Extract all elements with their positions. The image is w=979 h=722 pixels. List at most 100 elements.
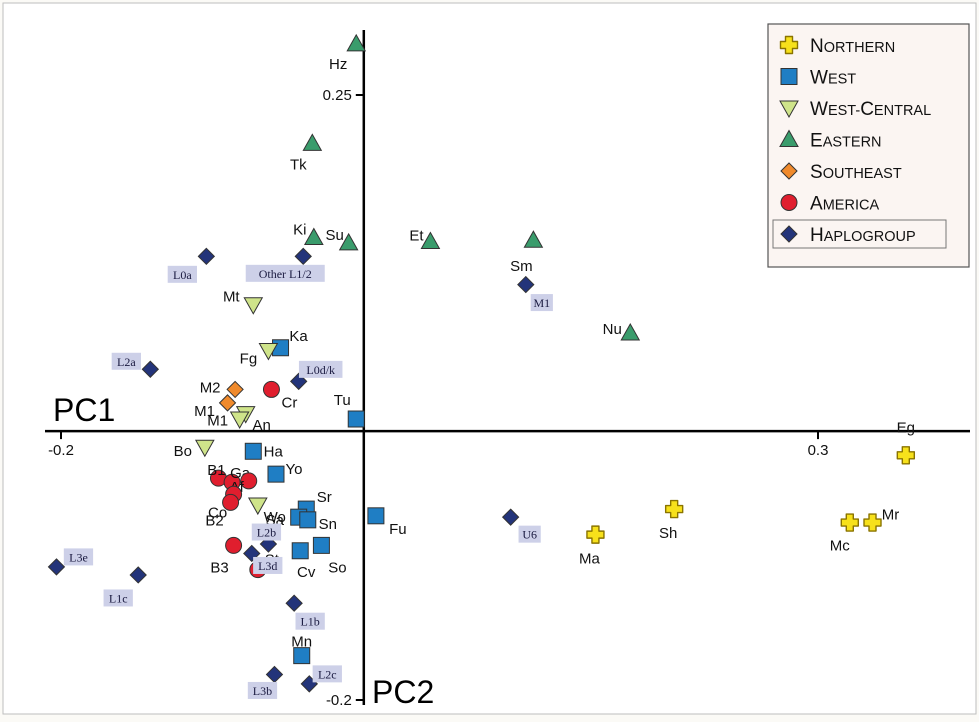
point-et	[420, 231, 441, 250]
legend-marker-northern	[779, 35, 799, 55]
series-america: CrB1GaAfCoB2B3St	[205, 380, 297, 579]
point-label: Fu	[389, 521, 407, 538]
point-label: Other L1/2	[259, 267, 312, 281]
point-ki	[303, 227, 324, 246]
point-tu	[347, 410, 365, 428]
point-label: B1	[207, 462, 225, 479]
legend-item-frame	[772, 219, 947, 249]
y-axis-title: PC2	[372, 674, 434, 710]
legend-label-eastern: EASTERN	[810, 131, 882, 152]
point-b3	[225, 536, 243, 554]
point-label: Tu	[334, 392, 351, 409]
y-tick-label: -0.2	[326, 692, 352, 709]
point-label: L3d	[258, 559, 277, 573]
point-label-box	[253, 556, 283, 574]
point-label: M1	[194, 403, 215, 420]
point-label: Ha	[264, 443, 284, 460]
point-label: B3	[210, 559, 228, 576]
point-eg	[896, 446, 916, 465]
legend-label-west: WEST	[810, 68, 856, 89]
legend-label-america: AMERICA	[810, 194, 879, 215]
point-label: Hz	[329, 56, 347, 73]
point-l0a	[197, 247, 216, 266]
series-haplogroup: L0a Other L1/2 L2a L0d/k M1 L3e L1c L2b L3d L1b U6…	[47, 247, 553, 699]
point-label-box	[295, 612, 325, 630]
point-label: Su	[325, 227, 343, 244]
point-bo	[194, 439, 215, 458]
point-label: Yo	[285, 461, 302, 478]
point-nu	[620, 322, 641, 341]
point-label: L2a	[117, 355, 136, 369]
point-label: Mn	[291, 634, 312, 651]
point-sh	[664, 499, 684, 519]
legend-marker-eastern	[779, 129, 799, 147]
point-tk	[302, 133, 323, 151]
point-l2a	[141, 360, 160, 378]
point-m1	[517, 275, 535, 294]
legend: NORTHERN WEST WEST-CENTRAL EASTERN SOUTHEAST…	[767, 23, 970, 268]
point-label: An	[252, 417, 270, 434]
point-label-box	[167, 265, 197, 283]
point-yo	[267, 465, 285, 483]
point-label: Mr	[882, 507, 900, 524]
point-label: Eg	[897, 419, 915, 436]
point-mc	[840, 513, 859, 532]
point-label-box	[251, 523, 282, 541]
point-label: Mt	[223, 289, 240, 306]
point-label-box	[312, 665, 342, 683]
point-su	[338, 232, 359, 251]
point-label-box	[63, 548, 94, 566]
legend-marker-west-central	[779, 100, 799, 119]
series-eastern: Hz Tk Ki Su Et Sm Nu	[290, 33, 641, 341]
point-l1c	[129, 566, 147, 584]
x-tick-label: -0.2	[48, 442, 74, 459]
point-label: L3e	[69, 550, 88, 564]
point-label-box	[518, 525, 541, 543]
point-label: M2	[200, 379, 221, 396]
point-m1	[218, 394, 237, 412]
point-label: Nu	[603, 321, 622, 338]
point-label: Fg	[240, 350, 258, 367]
point-an	[229, 411, 250, 430]
point-sa	[247, 497, 268, 516]
point-label: L2c	[318, 667, 337, 681]
point-other-l1-2	[294, 247, 312, 266]
point-label: L3b	[253, 684, 272, 698]
point-label: L1c	[109, 591, 128, 605]
point-label: L0a	[173, 268, 192, 282]
point-label: L1b	[300, 615, 319, 629]
point-label: L0d/k	[306, 363, 335, 377]
x-axis-title: PC1	[53, 392, 115, 428]
point-label: Sr	[317, 489, 332, 506]
y-tick-label: 0.25	[323, 87, 352, 104]
legend-label-west-central: WEST-CENTRAL	[810, 99, 931, 120]
point-cv	[291, 542, 309, 560]
point-so	[312, 536, 330, 554]
point-label: Ka	[289, 328, 308, 345]
point-label: Ma	[579, 551, 600, 568]
point-label: L2b	[257, 526, 276, 540]
point-label: Wo	[264, 509, 286, 526]
point-label: Sn	[319, 516, 337, 533]
point-label: Tk	[290, 156, 307, 173]
point-label: Cv	[297, 564, 316, 581]
point-label-box	[247, 681, 278, 699]
x-tick-label: 0.3	[808, 442, 829, 459]
point-cr	[262, 380, 280, 398]
point-fg	[258, 342, 279, 361]
point-label-box	[530, 294, 553, 312]
point-label: Co	[208, 504, 227, 521]
legend-label-haplogroup: HAPLOGROUP	[810, 225, 916, 246]
point-mn	[293, 647, 311, 665]
point-label: Bo	[174, 443, 192, 460]
point-label: So	[328, 559, 346, 576]
point-b2	[222, 493, 240, 511]
point-l3e	[47, 558, 66, 576]
point-label-box	[111, 352, 141, 370]
legend-marker-southeast	[780, 162, 798, 180]
legend-label-southeast: SOUTHEAST	[810, 162, 902, 183]
point-label: Ki	[293, 222, 306, 239]
point-label-box	[103, 589, 133, 607]
